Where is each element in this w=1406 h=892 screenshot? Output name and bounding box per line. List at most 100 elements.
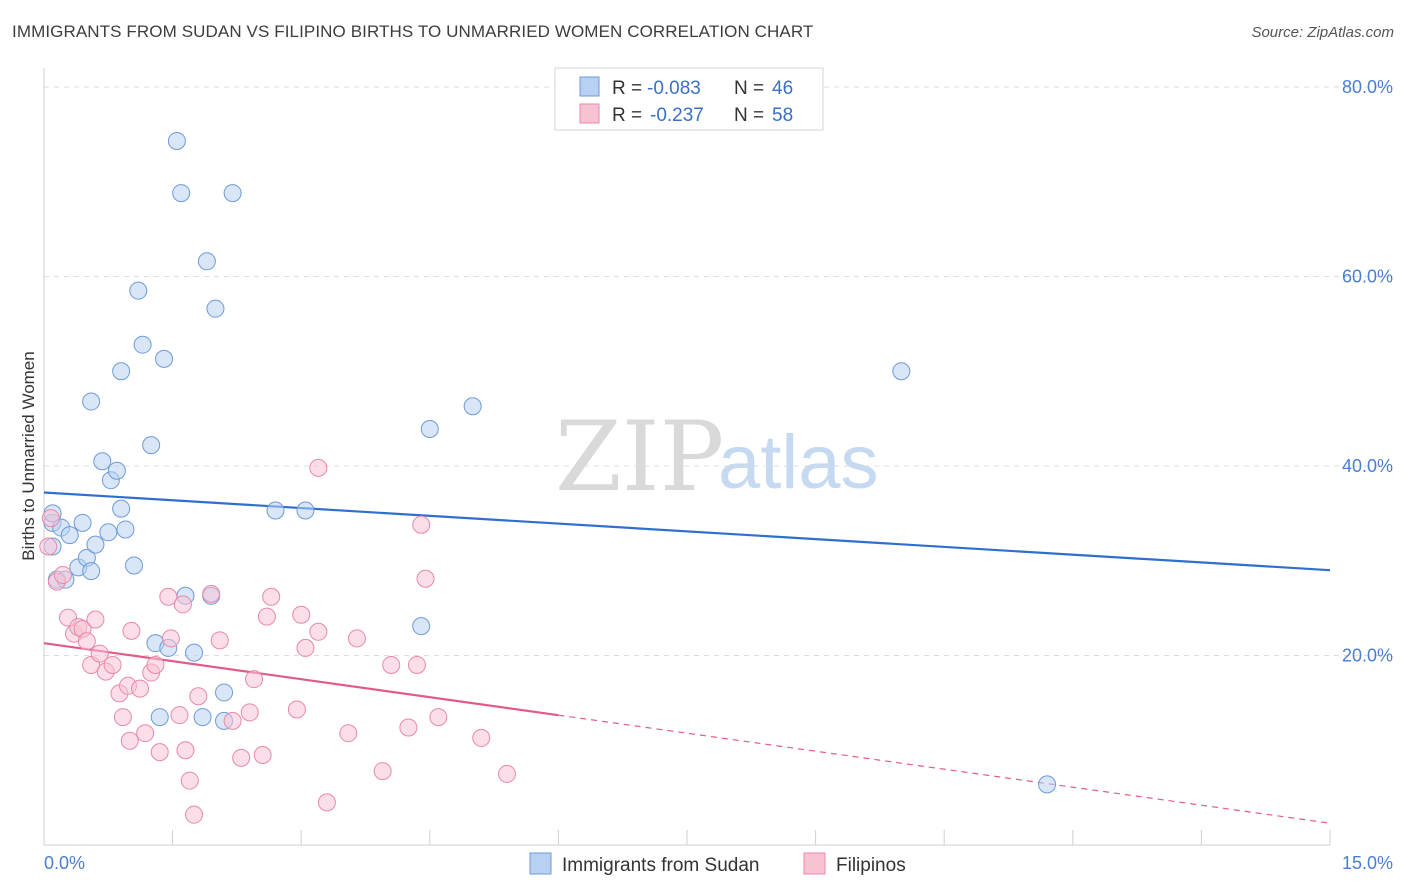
point-sudan xyxy=(892,362,911,381)
point-filipinos xyxy=(77,632,96,651)
bottom-legend-label-filipinos: Filipinos xyxy=(836,855,906,876)
grid xyxy=(44,86,1392,656)
legend-box xyxy=(554,67,824,131)
point-filipinos xyxy=(210,631,229,650)
trend-line-sudan xyxy=(43,491,1331,572)
point-sudan xyxy=(142,436,161,455)
point-sudan xyxy=(412,617,431,636)
point-filipinos xyxy=(416,569,435,588)
legend-r-label-1: R = xyxy=(612,78,642,99)
point-sudan xyxy=(420,420,439,439)
y-axis-label: Births to Unmarried Women xyxy=(19,351,38,560)
chart-title: IMMIGRANTS FROM SUDAN VS FILIPINO BIRTHS… xyxy=(12,22,814,41)
point-filipinos xyxy=(189,687,208,706)
trend-lines xyxy=(43,491,1331,824)
trend-line-filipinos-extrapolated xyxy=(558,714,1331,824)
y-tick-label: 20.0% xyxy=(1342,645,1393,665)
point-filipinos xyxy=(429,708,448,727)
axes: 20.0% 40.0% 60.0% 80.0% 0.0% 15.0% xyxy=(43,68,1393,873)
point-filipinos xyxy=(173,595,192,614)
point-sudan xyxy=(206,299,225,318)
point-filipinos xyxy=(120,731,139,750)
point-sudan xyxy=(155,349,174,368)
point-filipinos xyxy=(253,745,272,764)
point-filipinos xyxy=(223,711,242,730)
point-filipinos xyxy=(245,670,264,689)
point-sudan xyxy=(112,362,131,381)
trend-line-filipinos xyxy=(43,642,559,717)
point-filipinos xyxy=(176,741,195,760)
point-sudan xyxy=(133,335,152,354)
point-filipinos xyxy=(240,703,259,722)
point-sudan xyxy=(82,562,101,581)
point-filipinos xyxy=(407,655,426,674)
point-sudan xyxy=(296,501,315,520)
legend-n-value-1: 46 xyxy=(772,78,793,99)
point-filipinos xyxy=(262,587,281,606)
point-sudan xyxy=(93,452,112,471)
point-sudan xyxy=(73,513,92,532)
point-sudan xyxy=(116,520,135,539)
point-filipinos xyxy=(373,762,392,781)
source-label: Source: ZipAtlas.com xyxy=(1251,24,1394,41)
point-filipinos xyxy=(257,607,276,626)
point-filipinos xyxy=(472,728,491,747)
point-sudan xyxy=(86,535,105,554)
point-sudan xyxy=(112,499,131,518)
point-sudan xyxy=(223,184,242,203)
data-points xyxy=(39,131,1057,824)
y-tick-label: 40.0% xyxy=(1342,456,1393,476)
point-filipinos xyxy=(39,537,58,556)
legend-n-label-2: N = xyxy=(734,105,764,126)
point-filipinos xyxy=(41,509,60,528)
bottom-legend-swatch-filipinos xyxy=(803,852,826,875)
point-filipinos xyxy=(185,805,204,824)
legend-swatch-blue xyxy=(579,76,600,97)
point-filipinos xyxy=(292,605,311,624)
legend: R = -0.083 N = 46 R = -0.237 N = 58 xyxy=(554,67,824,131)
point-sudan xyxy=(197,252,216,271)
point-sudan xyxy=(167,131,186,150)
bottom-legend: Immigrants from Sudan Filipinos xyxy=(529,852,906,876)
point-sudan xyxy=(463,397,482,416)
point-filipinos xyxy=(159,587,178,606)
point-filipinos xyxy=(53,565,72,584)
point-filipinos xyxy=(309,622,328,641)
point-filipinos xyxy=(150,743,169,762)
point-sudan xyxy=(82,392,101,411)
legend-r-label-2: R = xyxy=(612,105,642,126)
point-filipinos xyxy=(202,584,221,603)
point-sudan xyxy=(215,683,234,702)
point-sudan xyxy=(107,461,126,480)
point-filipinos xyxy=(136,724,155,743)
point-filipinos xyxy=(399,718,418,737)
point-sudan xyxy=(125,556,144,575)
point-filipinos xyxy=(161,629,180,648)
point-sudan xyxy=(1038,775,1057,794)
point-filipinos xyxy=(317,793,336,812)
y-tick-label: 80.0% xyxy=(1342,77,1393,97)
point-filipinos xyxy=(232,748,251,767)
point-filipinos xyxy=(122,621,141,640)
legend-n-label-1: N = xyxy=(734,78,764,99)
bottom-legend-label-sudan: Immigrants from Sudan xyxy=(562,855,759,876)
point-filipinos xyxy=(497,764,516,783)
point-filipinos xyxy=(113,708,132,727)
point-sudan xyxy=(172,184,191,203)
point-filipinos xyxy=(90,644,109,663)
point-filipinos xyxy=(309,458,328,477)
point-sudan xyxy=(185,643,204,662)
point-filipinos xyxy=(347,629,366,648)
point-sudan xyxy=(60,526,79,545)
point-sudan xyxy=(129,281,148,300)
point-sudan xyxy=(99,523,118,542)
point-filipinos xyxy=(103,655,122,674)
point-filipinos xyxy=(412,515,431,534)
legend-n-value-2: 58 xyxy=(772,105,793,126)
point-filipinos xyxy=(180,771,199,790)
legend-swatch-pink xyxy=(579,103,600,124)
point-filipinos xyxy=(131,679,150,698)
legend-r-value-2: -0.237 xyxy=(650,105,704,126)
point-filipinos xyxy=(382,655,401,674)
